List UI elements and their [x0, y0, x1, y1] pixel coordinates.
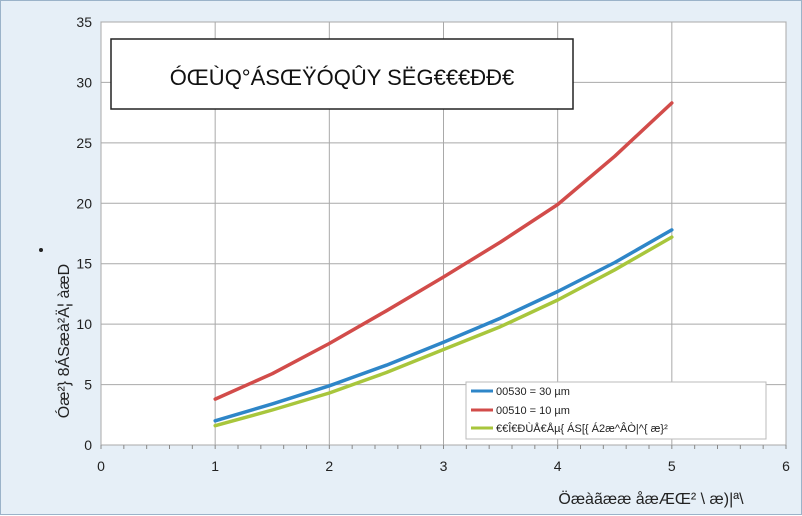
series-lines — [213, 101, 674, 428]
y-tick-label: 15 — [76, 256, 92, 272]
tick-labels: 0 5 10 15 20 25 30 35 0 1 2 3 4 5 6 — [76, 14, 790, 474]
y-axis-title: Óæ²} 8ÁSæà²Ä¦ àæD — [54, 264, 73, 418]
legend: 00530 = 30 µm 00510 = 10 µm €€Î€ÐÙÅ€Åµ{ … — [465, 381, 767, 440]
x-axis-title: Öæàãææ åæÆŒ² \ æ)|ª\ — [558, 490, 744, 508]
x-tick-label: 2 — [325, 458, 333, 474]
legend-label-2: 00510 = 10 µm — [496, 405, 570, 417]
legend-label-3: €€Î€ÐÙÅ€Åµ{ ÁS[{ Á2æ^ÂÒ|^{ æ}² — [496, 422, 668, 435]
x-tick-label: 3 — [440, 458, 448, 474]
y-tick-label: 20 — [76, 195, 92, 211]
y-tick-label: 0 — [84, 437, 92, 453]
series-line-3 — [213, 235, 674, 428]
series-line-1 — [213, 228, 674, 423]
x-tick-label: 4 — [554, 458, 562, 474]
x-tick-label: 5 — [668, 458, 676, 474]
y-tick-label: 5 — [84, 377, 92, 393]
x-tick-label: 1 — [211, 458, 219, 474]
y-tick-label: 35 — [76, 14, 92, 30]
y-tick-label: 30 — [76, 74, 92, 90]
x-tick-label: 6 — [782, 458, 790, 474]
chart-title-box: ÓŒÙQ°ÁSŒŸÓQÛY SËG€€€ÐÐ€ — [110, 38, 574, 110]
series-line-2 — [213, 101, 674, 401]
bullet-marker — [39, 248, 43, 252]
legend-label-1: 00530 = 30 µm — [496, 386, 570, 398]
chart-title: ÓŒÙQ°ÁSŒŸÓQÛY SËG€€€ÐÐ€ — [170, 65, 515, 90]
y-tick-label: 25 — [76, 135, 92, 151]
x-tick-label: 0 — [97, 458, 105, 474]
y-tick-label: 10 — [76, 316, 92, 332]
